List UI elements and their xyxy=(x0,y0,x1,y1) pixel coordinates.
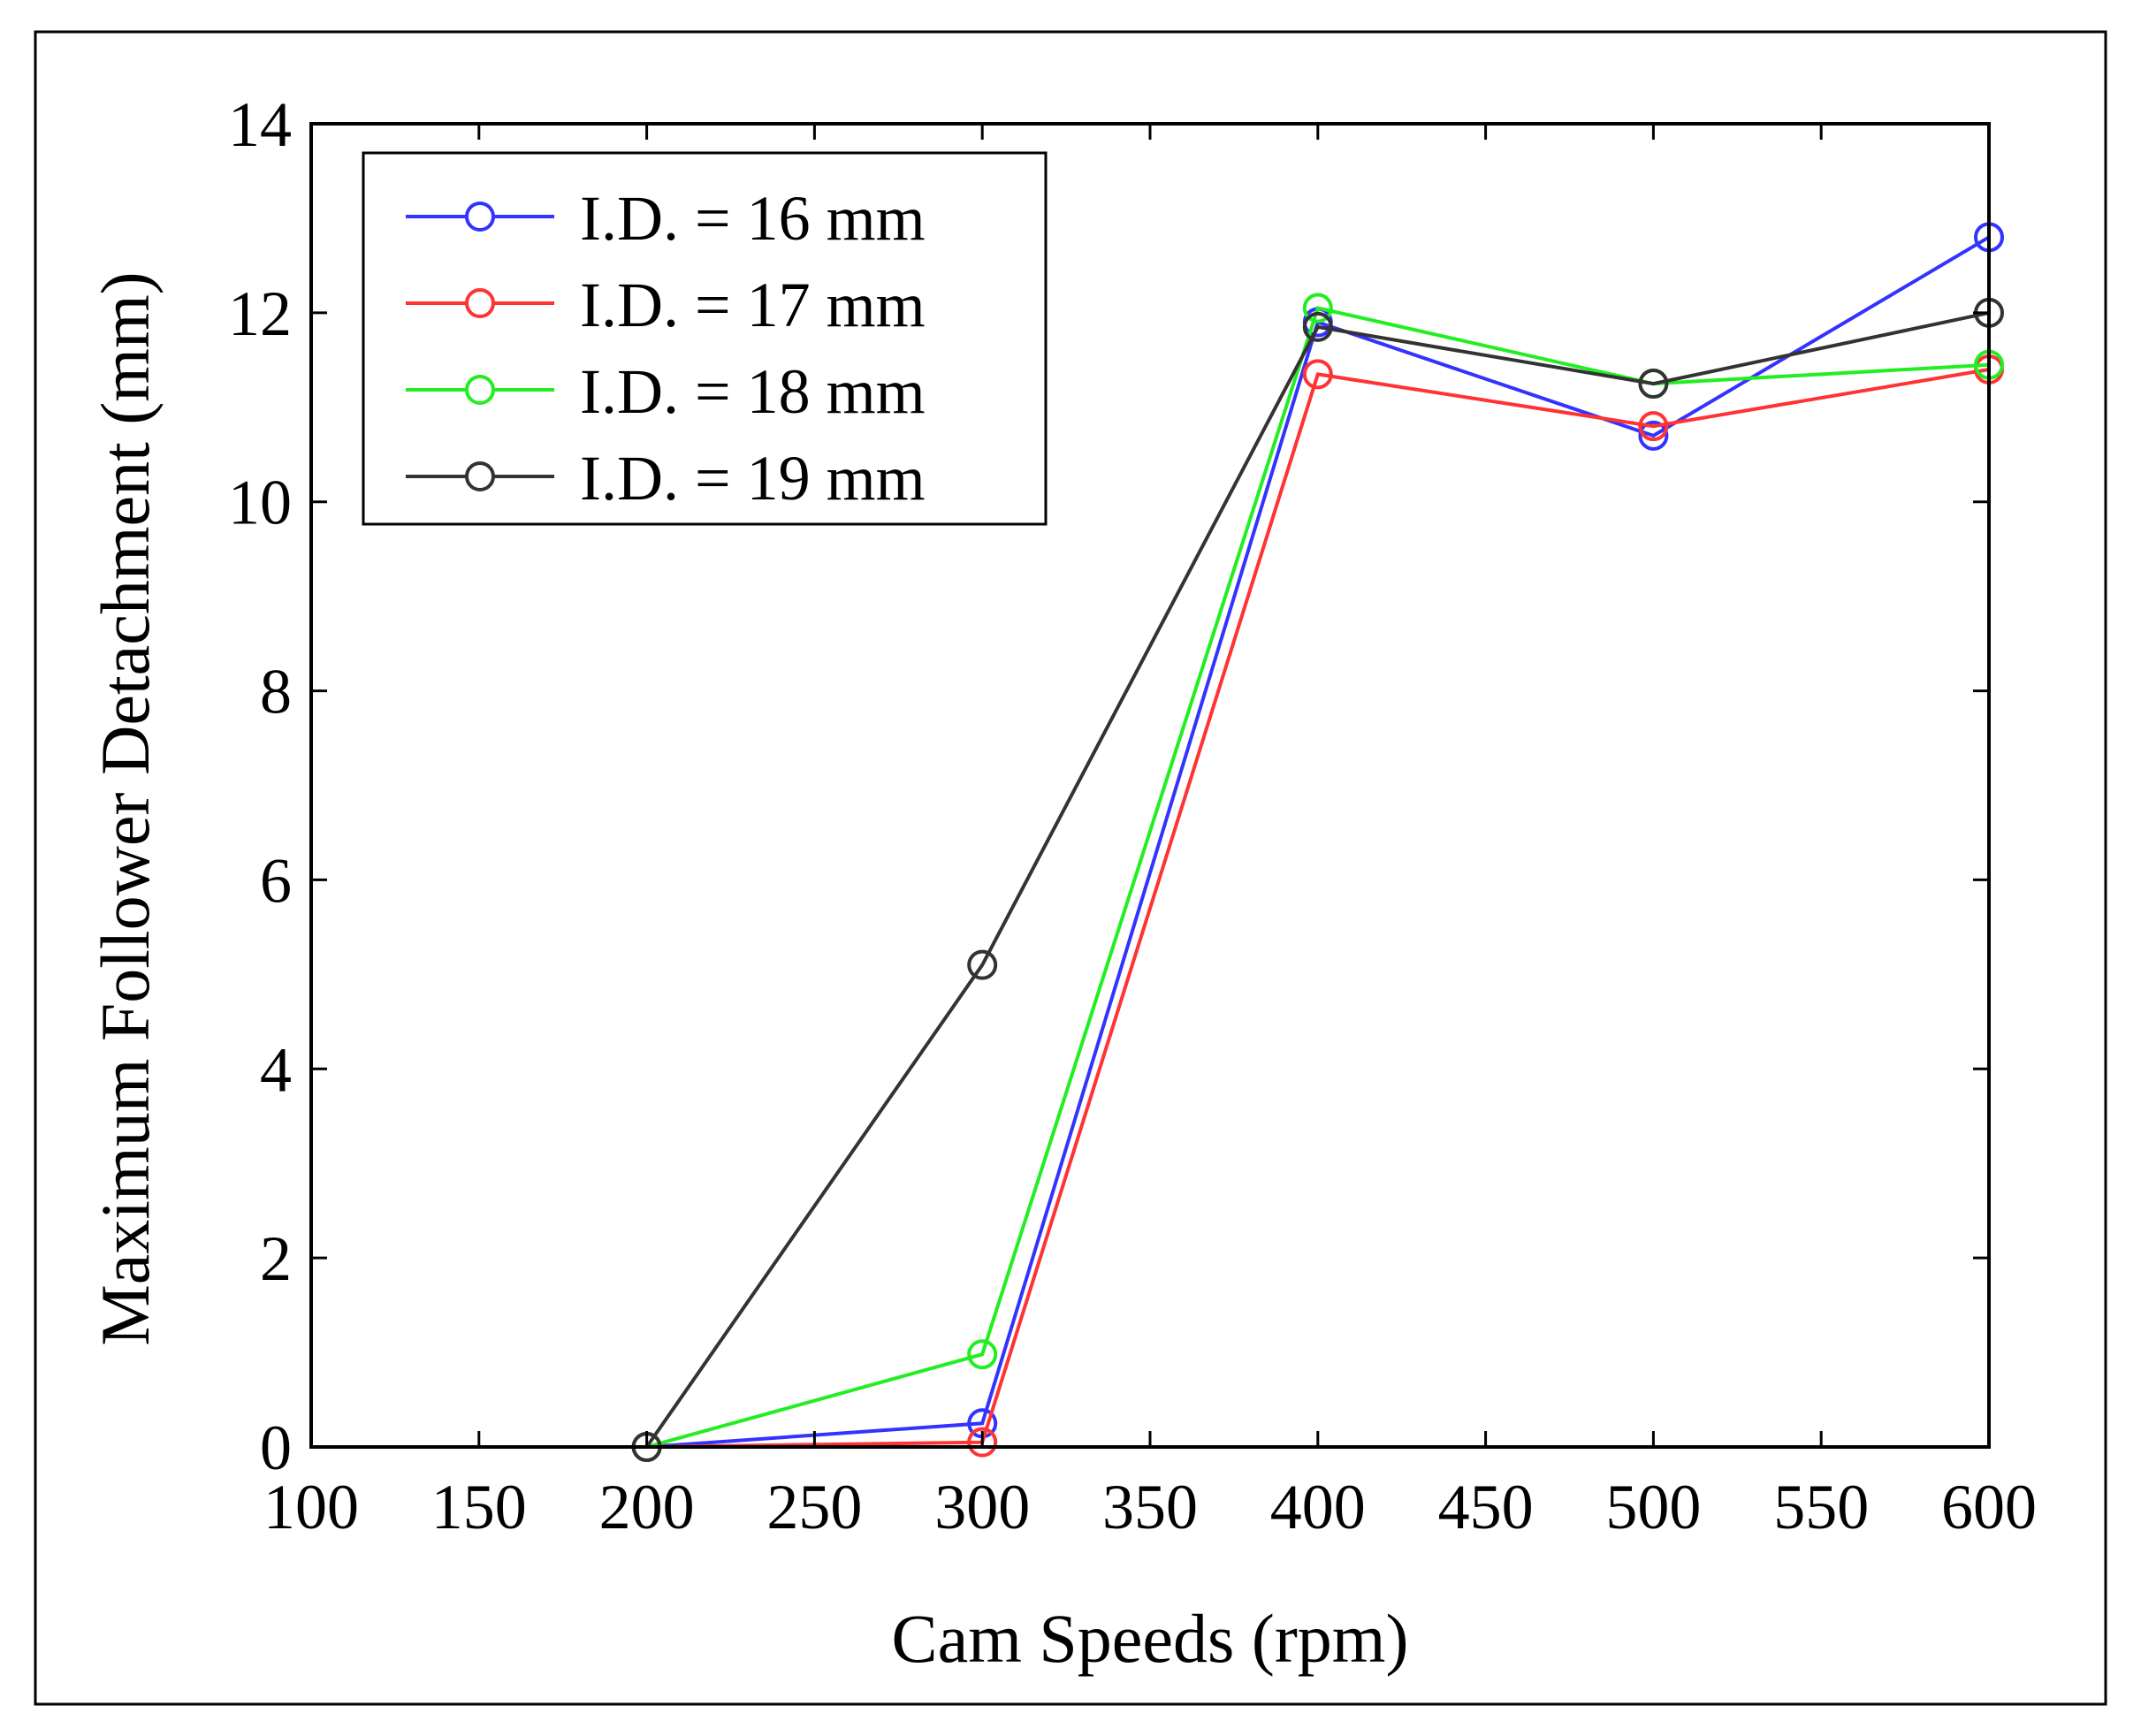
data-point xyxy=(967,1339,998,1370)
x-tick-label: 400 xyxy=(1270,1472,1366,1542)
legend-label: I.D. = 19 mm xyxy=(580,443,926,514)
legend-marker xyxy=(465,202,495,232)
x-tick-label: 350 xyxy=(1102,1472,1198,1542)
x-tick-label: 450 xyxy=(1438,1472,1534,1542)
y-tick-label: 8 xyxy=(260,657,292,727)
series-line xyxy=(646,306,1990,1449)
y-tick-label: 14 xyxy=(228,89,292,160)
data-point xyxy=(1302,293,1333,324)
x-tick-label: 550 xyxy=(1773,1472,1869,1542)
legend-marker xyxy=(465,461,495,491)
series-layer xyxy=(631,222,2004,1462)
legend-marker xyxy=(465,288,495,318)
legend-marker xyxy=(465,375,495,405)
legend: I.D. = 16 mm I.D. = 17 mm I.D. = 18 mm I.D.… xyxy=(362,151,1048,526)
axes: 100 150 200 250 300 350 400 450 500 550 600 0 2 4 6 8 10… xyxy=(228,89,2037,1542)
legend-label: I.D. = 18 mm xyxy=(580,356,926,427)
legend-entry: I.D. = 18 mm xyxy=(406,356,926,427)
data-point xyxy=(1302,311,1333,342)
y-tick-label: 0 xyxy=(260,1412,292,1483)
y-tick-label: 2 xyxy=(260,1223,292,1294)
data-point xyxy=(1302,359,1333,390)
data-point xyxy=(1638,369,1669,400)
data-point xyxy=(1638,411,1669,442)
series-line xyxy=(644,310,1990,1449)
legend-entry: I.D. = 16 mm xyxy=(406,183,926,254)
y-tick-label: 10 xyxy=(228,468,292,538)
data-point xyxy=(1638,420,1669,451)
y-tick-label: 12 xyxy=(228,278,292,349)
data-point xyxy=(967,949,998,980)
x-tick-label: 500 xyxy=(1605,1472,1701,1542)
legend-label: I.D. = 17 mm xyxy=(580,270,926,340)
y-tick-label: 4 xyxy=(260,1034,292,1105)
x-tick-label: 250 xyxy=(766,1472,862,1542)
x-tick-label: 300 xyxy=(934,1472,1030,1542)
x-tick-label: 150 xyxy=(431,1472,527,1542)
y-tick-label: 6 xyxy=(260,845,292,916)
x-tick-label: 200 xyxy=(599,1472,695,1542)
y-axis-title: Maximum Follower Detachment (mm) xyxy=(87,271,164,1345)
x-tick-label: 100 xyxy=(263,1472,359,1542)
legend-entry: I.D. = 17 mm xyxy=(406,270,926,340)
series-line xyxy=(646,368,1990,1449)
legend-label: I.D. = 16 mm xyxy=(580,183,926,254)
x-tick-label: 600 xyxy=(1941,1472,2037,1542)
data-point xyxy=(967,1427,998,1458)
x-axis-title: Cam Speeds (rpm) xyxy=(892,1600,1409,1677)
legend-entry: I.D. = 19 mm xyxy=(406,443,926,514)
